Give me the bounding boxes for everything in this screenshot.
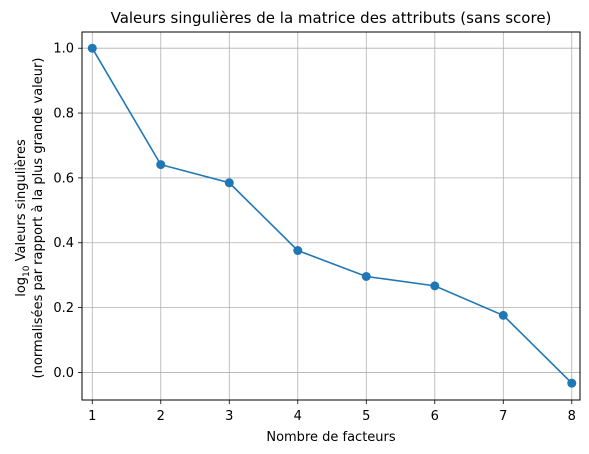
data-point: [498, 310, 508, 320]
data-point: [293, 246, 303, 256]
y-tick-label: 0.0: [53, 366, 74, 381]
x-tick-label: 8: [568, 409, 576, 424]
x-axis-label: Nombre de facteurs: [266, 430, 396, 445]
grid-lines: [82, 32, 580, 400]
y-axis-label-line2: (normalisées par rapport à la plus grand…: [31, 58, 46, 379]
x-tick-label: 3: [225, 409, 233, 424]
y-axis-label-line1: log10 Valeurs singulières: [14, 139, 32, 297]
data-point: [361, 271, 371, 281]
y-tick-label: 0.4: [53, 236, 74, 251]
x-tick-label: 1: [88, 409, 96, 424]
y-tick-label: 0.8: [53, 107, 74, 122]
y-axis-label-log: log: [14, 277, 29, 297]
y-tick-label: 1.0: [53, 42, 74, 57]
x-tick-label: 6: [431, 409, 439, 424]
series-group: [87, 43, 577, 388]
plot-frame: [81, 31, 581, 401]
x-tick-label: 2: [157, 409, 165, 424]
y-tick-label: 0.6: [53, 171, 74, 186]
data-point: [87, 43, 97, 53]
x-tick-label: 4: [294, 409, 302, 424]
data-point: [430, 281, 440, 291]
data-point: [224, 178, 234, 188]
y-axis-label-rest: Valeurs singulières: [14, 139, 29, 265]
data-point: [567, 378, 577, 388]
chart-title: Valeurs singulières de la matrice des at…: [111, 9, 552, 27]
data-point: [156, 160, 166, 170]
x-tick-label: 5: [362, 409, 370, 424]
x-tick-label: 7: [499, 409, 507, 424]
axis-ticks: 1 2 3 4 5 6 7 8 0.0 0.2 0.4 0.6 0.8 1.0: [53, 42, 576, 424]
series-line: [91, 47, 573, 384]
y-axis-label-subscript: 10: [22, 265, 32, 277]
y-tick-label: 0.2: [53, 301, 74, 316]
